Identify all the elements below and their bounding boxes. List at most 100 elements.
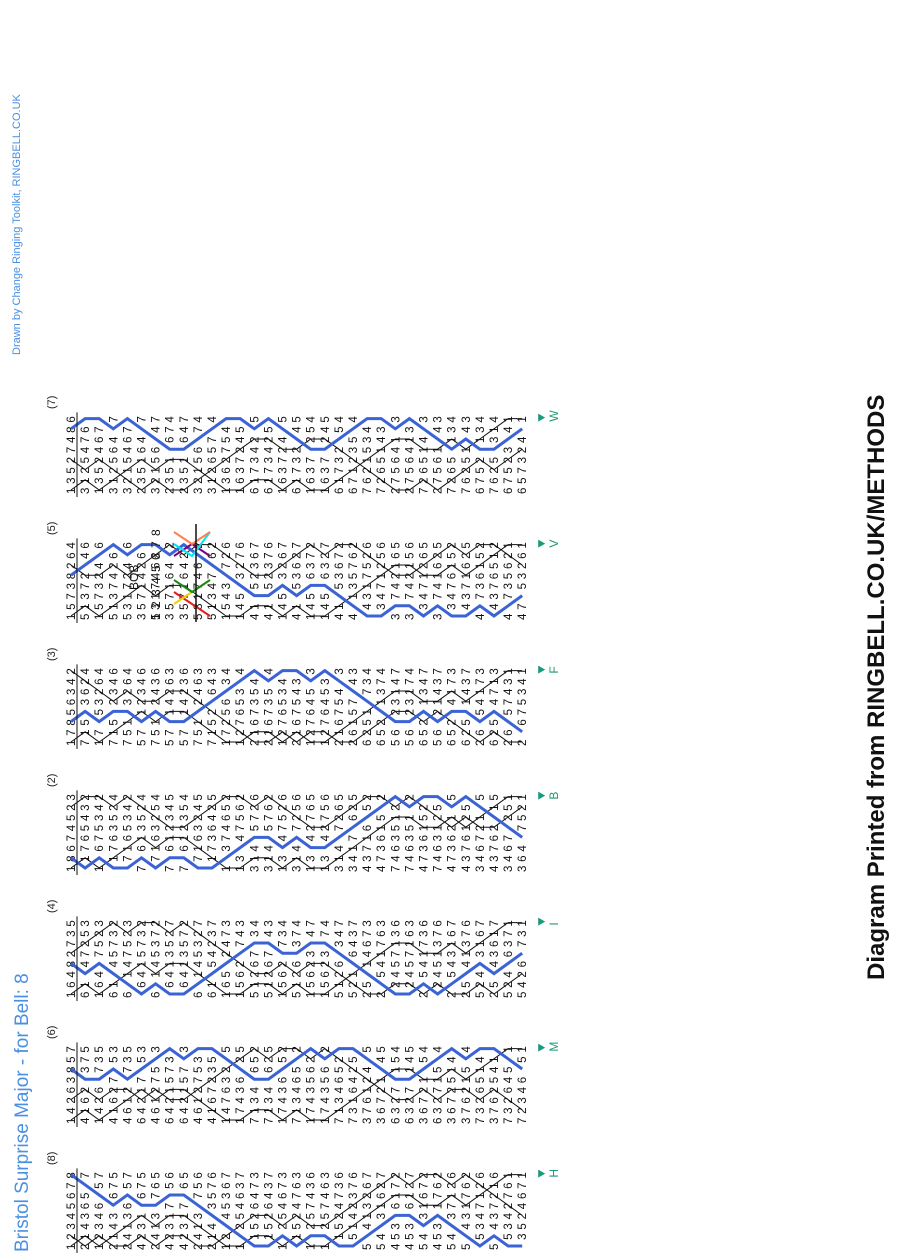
row-bell-number: 7 [390,593,402,599]
row-bell-number: 2 [193,1087,205,1093]
row-bell-number: 7 [447,1203,459,1209]
row-bell-number: 3 [320,1087,332,1093]
row-bell-number: 6 [334,961,346,967]
row-bell-number: 5 [419,1056,431,1062]
row-bell-number: 3 [122,815,134,821]
row-bell-number: 5 [334,583,346,589]
row-bell-number: 2 [404,709,416,715]
row-bell-number: 6 [334,563,346,569]
row-bell-number: 4 [80,814,92,821]
row-bell-number: 6 [66,981,78,987]
row-bell-number: 6 [376,835,388,841]
row-bell-number: 2 [66,951,78,957]
row-bell-number: 5 [433,542,445,548]
row-bell-number: 2 [122,689,134,695]
row-bell-number: 5 [517,477,529,483]
row-bell-number: 1 [94,866,106,872]
row-bell-number: 4 [94,562,106,569]
row-bell-number: 7 [489,920,501,926]
row-bell-number: 6 [80,992,92,998]
row-bell-number: 3 [221,920,233,926]
row-bell-number: 5 [334,1223,346,1229]
row-bell-number: 3 [306,668,318,674]
row-bell-number: 5 [517,992,529,998]
row-bell-number: 2 [461,1087,473,1093]
working-bell-line [70,941,524,996]
row-bell-number: 4 [137,678,149,685]
row-bell-number: 7 [334,1193,346,1199]
row-bell-number: 7 [179,416,191,422]
row-bell-number: 1 [235,992,247,998]
row-bell-number: 6 [94,678,106,684]
row-bell-number: 5 [447,794,459,800]
row-bell-number: 5 [66,1056,78,1062]
row-bell-number: 3 [137,1223,149,1229]
row-bell-number: 5 [221,971,233,977]
row-bell-number: 2 [207,709,219,715]
row-bell-number: 2 [221,951,233,957]
row-bell-number: 5 [207,961,219,967]
row-bell-number: 6 [292,488,304,494]
row-bell-number: 1 [193,593,205,599]
row-bell-number: 4 [475,698,487,705]
row-bell-number: 7 [122,1172,134,1178]
row-bell-number: 4 [334,845,346,852]
row-bell-number: 5 [517,1056,529,1062]
row-bell-number: 5 [137,1172,149,1178]
row-bell-number: 2 [489,825,501,831]
row-bell-number: 7 [66,447,78,453]
row-bell-number: 7 [207,573,219,579]
row-bell-number: 7 [137,729,149,735]
row-bell-number: 5 [207,447,219,453]
row-bell-number: 3 [278,1087,290,1093]
row-bell-number: 4 [292,426,304,433]
row-bell-number: 2 [193,1244,205,1250]
row-bell-number: 2 [348,804,360,810]
row-bell-number: 6 [503,488,515,494]
row-bell-number: 3 [263,1182,275,1188]
row-bell-number: 1 [66,866,78,872]
row-bell-number: 5 [475,1077,487,1083]
row-bell-number: 5 [334,699,346,705]
row-bell-number: 5 [292,699,304,705]
row-bell-number: 2 [376,992,388,998]
row-bell-number: 6 [362,740,374,746]
row-bell-number: 2 [419,804,431,810]
row-bell-number: 3 [447,603,459,609]
row-bell-number: 4 [292,845,304,852]
row-bell-number: 6 [447,930,459,936]
row-bell-number: 7 [433,1193,445,1199]
row-bell-number: 5 [179,1077,191,1083]
row-bell-number: 3 [320,467,332,473]
row-bell-number: 2 [433,1097,445,1103]
row-bell-number: 3 [249,866,261,872]
row-bell-number: 3 [404,1107,416,1113]
row-bell-number: 2 [278,563,290,569]
row-bell-number: 7 [404,1087,416,1093]
bell-1-line [70,796,523,869]
row-bell-number: 3 [80,593,92,599]
row-bell-number: 4 [433,582,445,589]
row-bell-number: 7 [376,488,388,494]
row-bell-number: 1 [306,488,318,494]
row-bell-number: 6 [348,1087,360,1093]
row-bell-number: 4 [278,1202,290,1209]
row-bell-number: 1 [193,467,205,473]
row-bell-number: 3 [433,1107,445,1113]
row-bell-number: 4 [475,613,487,620]
row-bell-number: 7 [503,699,515,705]
row-bell-number: 6 [320,477,332,483]
row-bell-number: 4 [461,1223,473,1230]
row-bell-number: 4 [292,613,304,620]
row-bell-number: 5 [151,1172,163,1178]
row-bell-number: 6 [179,1182,191,1188]
row-bell-number: 7 [390,477,402,483]
row-bell-number: 2 [447,1182,459,1188]
row-bell-number: 4 [362,603,374,610]
row-bell-number: 7 [122,1067,134,1073]
row-bell-number: 7 [306,920,318,926]
row-bell-number: 6 [320,1067,332,1073]
row-bell-number: 4 [122,804,134,811]
row-bell-number: 7 [94,1172,106,1178]
row-bell-number: 7 [433,593,445,599]
